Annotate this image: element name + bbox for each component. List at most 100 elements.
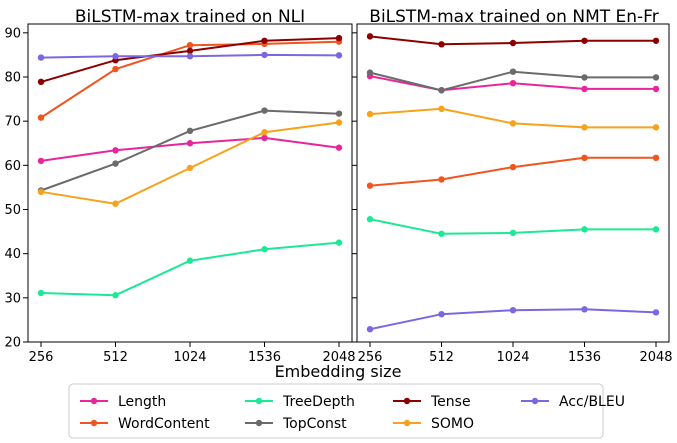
data-point-somo	[186, 164, 194, 172]
legend-label: Tense	[430, 394, 471, 410]
series-treedepth	[37, 239, 343, 299]
series-line-wordcontent	[369, 156, 656, 187]
data-point-treedepth	[261, 246, 268, 253]
x-axis: 256 512 1024 1536 2048	[29, 342, 356, 365]
data-point-topconst	[186, 127, 194, 135]
data-point-acc-bleu	[37, 54, 45, 61]
data-point-wordcontent	[112, 65, 119, 73]
data-point-length	[112, 147, 119, 154]
data-point-tense	[335, 34, 343, 42]
data-point-topconst	[581, 74, 588, 81]
data-point-treedepth	[186, 257, 194, 264]
legend-label: SOMO	[431, 416, 474, 432]
series-length	[37, 134, 343, 165]
series-line-topconst	[40, 109, 340, 192]
series-somo	[366, 105, 660, 131]
x-tick-label: 2048	[322, 350, 355, 365]
series-line-treedepth	[40, 241, 340, 297]
legend: Length WordContent TreeDepth TopConst Tense S…	[68, 383, 625, 439]
legend-item-topconst: TopConst	[245, 416, 347, 432]
data-point-somo	[335, 119, 343, 126]
legend-item-length: Length	[80, 394, 166, 410]
y-tick-label: 50	[4, 203, 21, 218]
data-point-wordcontent	[652, 154, 660, 162]
y-tick-label: 80	[4, 71, 21, 86]
data-point-tense	[186, 47, 194, 55]
x-tick-label: 256	[29, 350, 54, 365]
x-tick-label: 512	[429, 350, 454, 365]
data-point-acc-bleu	[509, 307, 517, 314]
x-tick-label: 1024	[496, 350, 529, 365]
data-point-acc-bleu	[652, 309, 660, 316]
data-point-wordcontent	[509, 163, 517, 171]
legend-swatch-marker	[403, 419, 411, 427]
data-point-acc-bleu	[366, 325, 374, 333]
data-point-tense	[37, 78, 45, 86]
x-axis-label: Embedding size	[275, 362, 402, 381]
data-point-treedepth	[581, 226, 588, 233]
series-topconst	[366, 68, 660, 94]
series-somo	[37, 119, 343, 207]
y-tick-label: 30	[4, 291, 21, 306]
series-acc-bleu	[366, 306, 660, 333]
data-point-length	[652, 85, 660, 93]
series-treedepth	[366, 216, 660, 237]
legend-label: TopConst	[282, 416, 347, 432]
data-point-tense	[438, 41, 445, 48]
data-point-wordcontent	[37, 114, 45, 121]
x-tick-label: 1536	[568, 350, 601, 365]
data-point-length	[186, 140, 194, 147]
data-point-tense	[366, 33, 374, 40]
data-point-length	[261, 134, 268, 142]
data-point-treedepth	[652, 226, 660, 233]
data-point-wordcontent	[186, 42, 194, 49]
legend-item-somo: SOMO	[393, 416, 474, 432]
data-point-treedepth	[335, 239, 343, 246]
data-point-length	[509, 79, 517, 87]
data-point-acc-bleu	[112, 53, 119, 60]
data-point-tense	[581, 37, 588, 44]
legend-label: WordContent	[118, 416, 210, 432]
series-layer	[366, 33, 660, 333]
chart-title: BiLSTM-max trained on NLI	[75, 7, 305, 27]
data-point-length	[37, 157, 45, 165]
data-point-wordcontent	[438, 176, 445, 183]
y-axis	[352, 32, 357, 343]
data-point-length	[335, 144, 343, 151]
data-point-topconst	[438, 87, 445, 94]
data-point-wordcontent	[366, 182, 374, 189]
data-point-treedepth	[112, 291, 119, 299]
series-tense	[366, 33, 660, 48]
series-wordcontent	[366, 154, 660, 189]
data-point-topconst	[112, 160, 119, 167]
legend-item-acc-bleu: Acc/BLEU	[521, 394, 625, 410]
data-point-topconst	[366, 69, 374, 76]
data-point-acc-bleu	[438, 310, 445, 318]
y-tick-label: 60	[4, 159, 21, 174]
y-axis: 20 30 40 50 60 70 80 90	[4, 26, 28, 351]
data-point-treedepth	[438, 230, 445, 237]
series-tense	[37, 34, 343, 86]
legend-box	[68, 383, 604, 439]
data-point-treedepth	[366, 216, 374, 223]
y-tick-label: 90	[4, 26, 21, 41]
x-axis: 256 512 1024 1536 2048	[358, 342, 673, 365]
data-point-somo	[438, 105, 445, 113]
legend-swatch-marker	[255, 419, 263, 427]
legend-swatch-marker	[403, 397, 411, 405]
legend-label: TreeDepth	[282, 394, 355, 410]
series-topconst	[37, 107, 343, 194]
x-tick-label: 256	[358, 350, 383, 365]
series-line-somo	[40, 121, 340, 205]
legend-swatch-marker	[255, 397, 263, 405]
legend-swatch-marker	[531, 397, 539, 405]
series-layer	[37, 34, 343, 299]
data-point-tense	[652, 37, 660, 44]
legend-item-wordcontent: WordContent	[80, 416, 210, 432]
data-point-somo	[581, 124, 588, 131]
data-point-acc-bleu	[261, 51, 268, 59]
chart-panel-nmt: BiLSTM-max trained on NMT En-Fr 256 512 10…	[352, 7, 673, 365]
y-tick-label: 20	[4, 336, 21, 351]
data-point-length	[581, 85, 588, 93]
